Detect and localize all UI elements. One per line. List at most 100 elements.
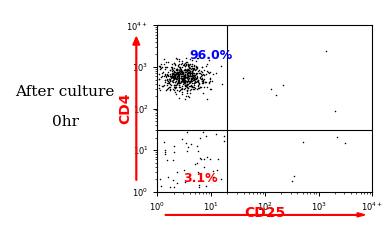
Point [188, 79, 194, 83]
Point [180, 74, 187, 78]
Point [180, 70, 186, 74]
Point [191, 71, 197, 75]
Point [184, 85, 190, 89]
Point [174, 67, 180, 71]
Point [157, 67, 163, 71]
Point [196, 71, 202, 75]
Point [185, 86, 192, 89]
Point [190, 76, 196, 80]
Point [197, 71, 204, 74]
Point [191, 67, 197, 70]
Point [189, 69, 195, 73]
Point [174, 88, 180, 92]
Point [164, 72, 170, 76]
Point [177, 71, 184, 75]
Point [181, 80, 187, 83]
Point [179, 87, 185, 91]
Point [164, 175, 170, 179]
Point [185, 83, 191, 86]
Point [159, 71, 165, 75]
Point [201, 73, 207, 77]
Point [170, 71, 176, 75]
Point [182, 81, 188, 85]
Point [175, 75, 181, 78]
Point [191, 67, 197, 70]
Point [195, 78, 201, 82]
Point [199, 77, 205, 81]
Point [164, 79, 170, 83]
Point [174, 182, 180, 185]
Point [177, 67, 183, 70]
Point [185, 75, 191, 79]
Point [180, 82, 186, 86]
Point [165, 86, 171, 90]
Point [179, 70, 185, 74]
Point [193, 60, 199, 63]
Point [171, 83, 177, 86]
Point [179, 61, 185, 65]
Point [175, 76, 181, 80]
Point [190, 78, 196, 82]
Point [195, 84, 201, 88]
Point [169, 75, 175, 78]
Point [175, 83, 182, 87]
Point [171, 77, 177, 81]
Point [195, 183, 202, 187]
Point [166, 77, 172, 81]
Point [189, 58, 195, 62]
Point [168, 65, 174, 69]
Point [204, 69, 210, 73]
Point [172, 75, 178, 79]
Point [181, 76, 187, 80]
Point [180, 64, 187, 67]
Point [179, 78, 185, 82]
Point [175, 72, 181, 76]
Point [195, 78, 201, 82]
Point [167, 74, 173, 78]
Point [178, 72, 184, 76]
Point [189, 74, 195, 78]
Point [204, 184, 210, 187]
Point [197, 136, 204, 140]
Point [182, 97, 188, 100]
Point [323, 49, 329, 52]
Point [174, 68, 180, 72]
Point [199, 82, 205, 85]
Point [156, 86, 162, 90]
Point [173, 78, 179, 81]
Point [180, 63, 187, 67]
Point [189, 63, 195, 66]
Point [176, 72, 182, 76]
Point [196, 82, 202, 85]
Point [175, 72, 182, 76]
Point [182, 75, 188, 79]
Point [176, 74, 182, 78]
Point [184, 72, 190, 75]
Point [192, 162, 198, 166]
Point [173, 71, 179, 74]
Point [189, 70, 195, 74]
Point [175, 75, 182, 79]
Point [189, 64, 195, 67]
Point [184, 75, 190, 79]
Point [188, 87, 194, 91]
Point [185, 74, 191, 78]
Point [191, 78, 197, 82]
Point [156, 83, 162, 86]
Point [192, 77, 199, 81]
Point [179, 91, 185, 94]
Point [192, 77, 198, 81]
Point [188, 71, 194, 74]
Point [158, 184, 164, 188]
Point [200, 78, 206, 82]
Point [178, 67, 184, 71]
Point [187, 71, 193, 75]
Point [192, 73, 198, 76]
Point [179, 69, 185, 73]
Point [179, 76, 185, 79]
Point [180, 74, 186, 78]
Point [179, 72, 185, 76]
Point [179, 71, 185, 75]
Point [166, 85, 172, 89]
Point [175, 73, 181, 77]
